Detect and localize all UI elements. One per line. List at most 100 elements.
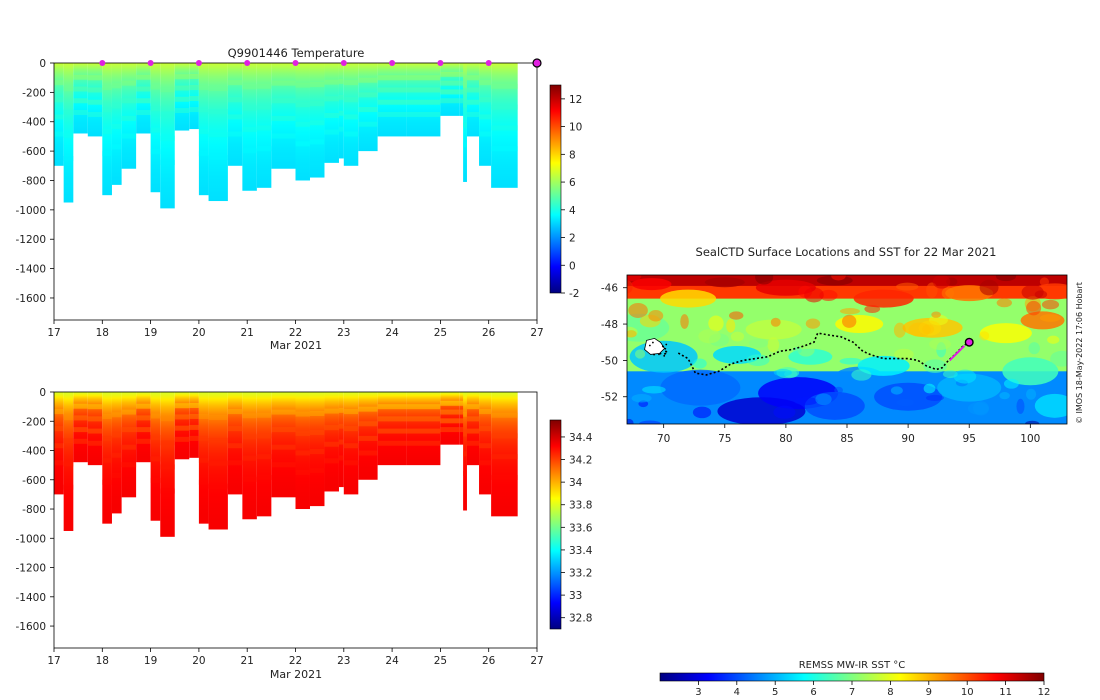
colorbar-tick-label: 33.6 <box>569 522 593 534</box>
profile-band <box>358 92 378 98</box>
profile-band <box>121 427 137 433</box>
profile-band <box>309 139 325 145</box>
profile-band <box>338 439 344 445</box>
sst-patch <box>857 355 910 376</box>
sst-noise <box>755 275 774 285</box>
sst-noise <box>1003 378 1019 389</box>
sst-noise <box>979 331 990 341</box>
profile-band <box>198 85 209 91</box>
profile-band <box>338 110 344 116</box>
profile-band <box>324 96 339 102</box>
profile-band <box>54 80 64 86</box>
surface-marker <box>485 60 492 66</box>
recent-track-segment <box>948 345 966 362</box>
profile-band <box>309 101 325 107</box>
surface-marker <box>340 60 347 66</box>
sst-noise <box>819 289 838 301</box>
colorbar-tick-label: -2 <box>569 288 579 300</box>
profile-band <box>208 483 228 489</box>
profile-band <box>150 106 161 112</box>
profile-band <box>87 440 103 446</box>
y-tick-label: -600 <box>22 475 46 487</box>
profile-band <box>73 403 88 409</box>
profile-band <box>73 427 88 433</box>
profile-band <box>256 412 272 418</box>
profile-band <box>309 468 325 474</box>
profile-band <box>174 414 190 420</box>
profile-band <box>338 455 344 461</box>
profile-band <box>54 114 64 120</box>
sst-noise <box>639 420 661 424</box>
sst-noise <box>648 310 664 322</box>
profile-band <box>338 94 344 100</box>
sst-noise <box>631 394 652 403</box>
profile-band <box>227 80 243 86</box>
profile-band <box>271 444 296 450</box>
profile-band <box>198 413 209 419</box>
profile-band <box>160 488 175 494</box>
profile-band <box>295 431 310 437</box>
lon-tick-label: 70 <box>657 433 670 445</box>
latest-surface-marker <box>532 58 542 68</box>
sst-noise <box>896 282 919 291</box>
x-tick-label: 19 <box>144 655 157 667</box>
profile-band <box>358 421 378 427</box>
profile-column <box>377 392 407 466</box>
sst-colorbar <box>659 672 1045 682</box>
sst-patch <box>745 319 802 340</box>
profile-band <box>491 474 518 480</box>
profile-band <box>111 412 122 418</box>
profile-column <box>87 392 103 466</box>
profile-band <box>73 74 88 80</box>
kerguelen-detail <box>665 343 668 346</box>
profile-band <box>440 71 460 77</box>
profile-band <box>121 444 137 450</box>
profile-band <box>198 107 209 113</box>
sst-noise <box>941 287 955 300</box>
profile-band <box>208 86 228 92</box>
sst-colorbar-tick-label: 4 <box>734 687 740 698</box>
y-tick-label: 0 <box>39 387 46 399</box>
profile-band <box>174 85 190 91</box>
x-tick-label: 21 <box>241 327 254 339</box>
y-tick-label: -800 <box>22 175 46 187</box>
lon-tick-label: 90 <box>901 433 914 445</box>
temperature-colorbar-ticks: 12 10 8 6 4 2 0 -2 <box>561 94 582 300</box>
profile-band <box>242 126 257 132</box>
sst-noise <box>642 385 666 394</box>
profile-band <box>463 142 467 148</box>
profile-band <box>491 412 518 418</box>
x-tick-label: 21 <box>241 655 254 667</box>
profile-band <box>466 428 480 434</box>
colorbar-tick-label: 33.8 <box>569 500 592 512</box>
profile-band <box>271 462 296 468</box>
seal-track <box>677 332 974 376</box>
x-tick-label: 27 <box>530 327 543 339</box>
profile-band <box>160 416 175 422</box>
imos-credit: © IMOS 18-May-2022 17:06 Hobart <box>1075 282 1084 424</box>
kerguelen-detail <box>659 352 662 355</box>
kerguelen-detail <box>653 353 655 356</box>
profile-band <box>227 114 243 120</box>
sst-map-lat-axis: -46 -48 -50 -52 <box>601 283 627 404</box>
sst-noise <box>628 302 648 318</box>
profile-band <box>121 133 137 139</box>
profile-band <box>324 129 339 135</box>
profile-band <box>111 144 122 150</box>
temperature-x-axis: 17 18 19 20 21 22 23 24 25 26 27 <box>47 320 544 339</box>
profile-band <box>198 129 209 135</box>
sst-patch <box>1034 393 1067 418</box>
profile-band <box>358 406 378 412</box>
profile-band <box>227 460 243 466</box>
profile-band <box>102 107 112 113</box>
profile-band <box>208 109 228 115</box>
profile-column <box>466 392 480 466</box>
profile-band <box>102 457 112 463</box>
profile-band <box>256 83 272 89</box>
profile-band <box>343 131 359 137</box>
profile-band <box>309 82 325 88</box>
profile-band <box>189 85 199 91</box>
profile-band <box>377 111 407 117</box>
x-tick-label: 22 <box>289 327 302 339</box>
profile-band <box>358 107 378 113</box>
